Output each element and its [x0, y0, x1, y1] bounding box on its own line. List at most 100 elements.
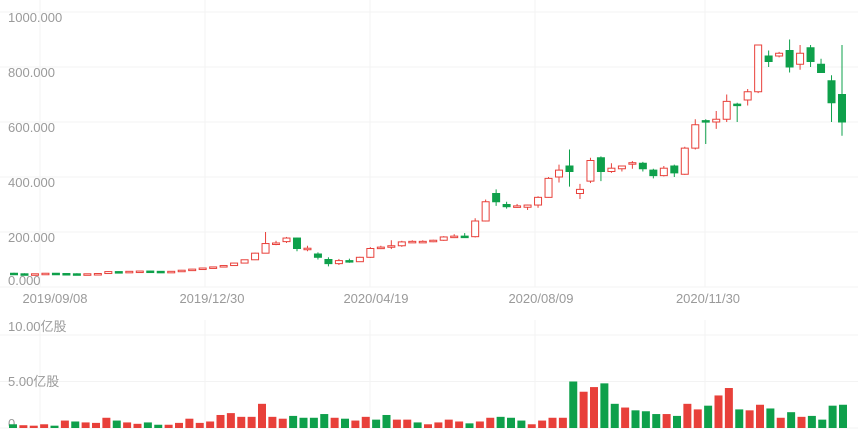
candle[interactable] [104, 271, 113, 275]
candle[interactable] [41, 272, 50, 276]
volume-bar[interactable] [102, 417, 111, 428]
candle[interactable] [659, 166, 668, 177]
candle[interactable] [251, 252, 260, 261]
volume-bar[interactable] [579, 391, 588, 428]
volume-bar[interactable] [382, 414, 391, 428]
candle[interactable] [733, 102, 742, 122]
volume-bar[interactable] [527, 424, 536, 428]
volume-bar[interactable] [237, 416, 246, 428]
volume-bar[interactable] [569, 381, 578, 429]
candle[interactable] [502, 201, 511, 209]
candle[interactable] [30, 273, 39, 276]
volume-bar[interactable] [704, 405, 713, 428]
volume-bar[interactable] [807, 415, 816, 428]
candle[interactable] [544, 177, 553, 198]
volume-bar[interactable] [341, 418, 349, 428]
candle[interactable] [743, 89, 752, 106]
candle[interactable] [471, 218, 480, 238]
volume-bar[interactable] [475, 421, 484, 428]
candle[interactable] [617, 165, 626, 172]
candle[interactable] [712, 111, 721, 129]
candle[interactable] [754, 44, 763, 94]
candle[interactable] [125, 270, 134, 274]
volume-bar-series[interactable] [9, 381, 847, 429]
candle[interactable] [565, 149, 574, 187]
candle[interactable] [156, 270, 165, 274]
volume-bar[interactable] [610, 403, 619, 428]
candle[interactable] [701, 119, 710, 144]
candle[interactable] [649, 168, 658, 179]
volume-bar[interactable] [507, 417, 515, 428]
volume-bar[interactable] [424, 424, 432, 428]
volume-bar[interactable] [320, 414, 329, 428]
candle[interactable] [345, 258, 354, 263]
candle[interactable] [334, 258, 343, 265]
volume-bar[interactable] [268, 416, 277, 428]
volume-bar[interactable] [839, 404, 847, 428]
volume-bar[interactable] [403, 419, 412, 428]
candle[interactable] [555, 164, 564, 183]
candle[interactable] [282, 236, 291, 243]
volume-bar[interactable] [693, 409, 702, 428]
volume-bar[interactable] [714, 395, 723, 428]
candle[interactable] [240, 259, 249, 264]
candle[interactable] [230, 262, 239, 267]
volume-bar[interactable] [19, 425, 28, 428]
candle[interactable] [450, 234, 459, 239]
candle[interactable] [198, 267, 207, 271]
volume-bar[interactable] [29, 425, 38, 428]
candle[interactable] [72, 273, 81, 276]
volume-bar[interactable] [206, 421, 215, 428]
candle[interactable] [135, 270, 144, 274]
candle[interactable] [272, 240, 281, 246]
volume-bar[interactable] [673, 415, 681, 428]
volume-bar[interactable] [444, 419, 453, 428]
candle[interactable] [355, 256, 364, 263]
candle[interactable] [722, 94, 731, 123]
volume-bar[interactable] [797, 416, 806, 428]
candle[interactable] [596, 156, 605, 182]
volume-bar[interactable] [143, 422, 152, 428]
volume-bar[interactable] [81, 422, 90, 428]
candle[interactable] [817, 58, 826, 73]
candle[interactable] [62, 273, 71, 276]
candle[interactable] [324, 257, 333, 267]
volume-bar[interactable] [309, 417, 318, 428]
volume-bar[interactable] [631, 410, 640, 428]
volume-bar[interactable] [828, 405, 837, 428]
candle[interactable] [303, 245, 312, 252]
volume-bar[interactable] [745, 410, 754, 428]
candle[interactable] [775, 51, 784, 58]
volume-bar[interactable] [299, 417, 308, 428]
volume-bar[interactable] [9, 424, 17, 428]
volume-bar[interactable] [372, 419, 381, 428]
candle[interactable] [209, 266, 218, 269]
candle[interactable] [20, 273, 29, 276]
candle[interactable] [376, 245, 385, 250]
candle[interactable] [586, 157, 595, 184]
candle[interactable] [680, 146, 689, 175]
volume-bar[interactable] [92, 422, 100, 428]
candle[interactable] [607, 163, 616, 173]
volume-bar[interactable] [641, 411, 650, 428]
volume-bar[interactable] [724, 388, 733, 428]
candle[interactable] [628, 161, 637, 169]
candle[interactable] [691, 119, 700, 150]
volume-bar[interactable] [226, 413, 235, 428]
volume-bar[interactable] [164, 424, 173, 428]
volume-bar[interactable] [455, 421, 464, 428]
candle[interactable] [575, 183, 584, 199]
candle[interactable] [313, 252, 322, 260]
candle[interactable] [397, 240, 406, 247]
candle[interactable] [764, 50, 773, 68]
candle[interactable] [114, 271, 123, 274]
volume-bar[interactable] [413, 422, 422, 428]
volume-bar[interactable] [548, 417, 557, 428]
candle[interactable] [146, 270, 155, 274]
candle[interactable] [439, 236, 448, 241]
candle[interactable] [167, 270, 176, 274]
volume-bar[interactable] [662, 414, 671, 428]
candle[interactable] [366, 247, 375, 258]
candle[interactable] [188, 268, 197, 272]
